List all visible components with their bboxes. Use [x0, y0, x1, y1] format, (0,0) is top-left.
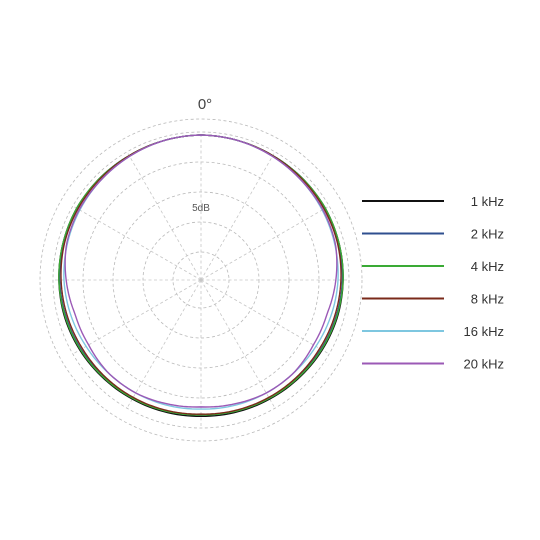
- series-curve: [60, 134, 342, 415]
- series-curve: [63, 134, 339, 410]
- legend-label: 4 kHz: [471, 259, 504, 274]
- grid-spoke: [200, 279, 330, 355]
- series-curve: [58, 134, 344, 416]
- radial-scale-label: 5dB: [192, 203, 210, 214]
- grid-spoke: [72, 205, 202, 281]
- series-curve: [64, 134, 338, 408]
- grid-spoke: [200, 205, 330, 281]
- legend: 1 kHz 2 kHz 4 kHz 8 kHz 16 kHz 20 kHz: [362, 194, 504, 372]
- grid-ring: [52, 131, 350, 429]
- grid-spoke: [126, 151, 202, 281]
- legend-label: 16 kHz: [464, 324, 504, 339]
- grid-spoke: [126, 279, 202, 409]
- grid-spoke: [200, 151, 276, 281]
- legend-label: 2 kHz: [471, 227, 504, 242]
- legend-label: 1 kHz: [471, 194, 504, 209]
- polar-curves: [58, 134, 344, 418]
- polar-grid: [39, 118, 363, 442]
- legend-label: 20 kHz: [464, 357, 504, 372]
- grid-spoke: [72, 279, 202, 355]
- legend-label: 8 kHz: [471, 292, 504, 307]
- grid-ring: [39, 118, 363, 442]
- angle-label-0: 0°: [198, 96, 212, 113]
- grid-spoke: [200, 279, 276, 409]
